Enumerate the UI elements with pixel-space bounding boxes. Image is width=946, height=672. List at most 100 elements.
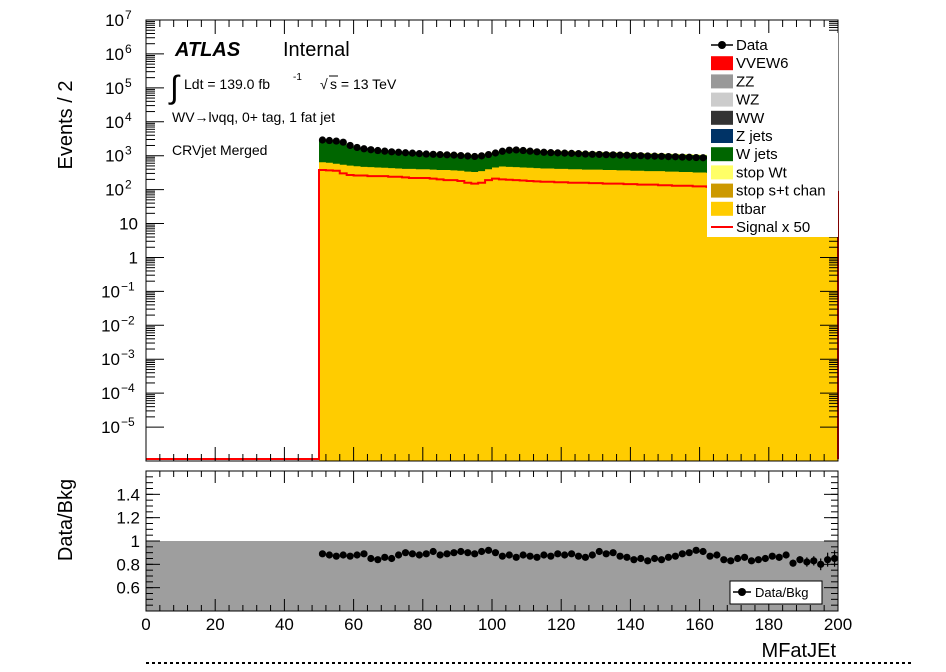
data-point — [325, 136, 333, 145]
x-tick-label: 40 — [275, 615, 294, 634]
ratio-legend-box — [729, 580, 823, 605]
ratio-x-axis: 0 20 40 60 80 100 120 140 160 180 200 — [141, 471, 852, 634]
data-point — [623, 151, 631, 159]
ratio-point — [519, 551, 527, 559]
ratio-point — [817, 560, 825, 568]
y-tick-label: 10 — [101, 316, 120, 335]
ratio-legend: Data/Bkg — [729, 580, 823, 605]
y-tick-exponent: −4 — [121, 381, 135, 395]
y-tick-exponent: −5 — [121, 415, 135, 429]
data-point — [671, 153, 679, 161]
legend-label: stop s+t chan — [736, 183, 826, 200]
ratio-point — [740, 553, 749, 561]
ratio-point — [789, 559, 797, 567]
main-y-axis-label: Events / 2 — [55, 81, 77, 170]
data-point — [581, 150, 590, 158]
data-point — [443, 151, 451, 159]
x-tick-label: 0 — [141, 615, 150, 634]
legend-swatch — [711, 165, 733, 180]
data-point — [519, 146, 527, 155]
legend-label: Z jets — [736, 128, 773, 145]
y-tick-exponent: 4 — [125, 110, 132, 124]
ratio-point — [443, 550, 451, 558]
data-point — [346, 141, 354, 150]
data-point — [415, 150, 423, 158]
legend-label: W jets — [736, 146, 778, 163]
ratio-point — [394, 551, 403, 559]
energy-label: s = 13 TeV — [330, 76, 397, 92]
ratio-point — [574, 552, 583, 560]
internal-label: Internal — [283, 39, 350, 61]
ratio-point — [374, 556, 382, 564]
ratio-point — [457, 547, 465, 556]
data-point — [353, 143, 361, 152]
ratio-y-tick-label: 0.6 — [116, 579, 140, 598]
ratio-point — [747, 557, 756, 565]
data-point — [360, 145, 368, 153]
data-point — [602, 151, 610, 159]
legend-swatch — [711, 201, 733, 216]
data-point — [692, 153, 700, 162]
ratio-point — [706, 552, 714, 560]
data-point — [554, 149, 562, 157]
legend-label: Data — [736, 37, 768, 54]
ratio-point — [782, 551, 790, 559]
ratio-point — [429, 547, 437, 556]
y-tick-exponent: 7 — [125, 8, 132, 22]
y-tick-exponent: 6 — [125, 42, 132, 56]
ratio-points — [318, 546, 839, 571]
data-point — [561, 149, 569, 157]
data-point — [678, 153, 686, 161]
y-tick-exponent: 2 — [125, 178, 132, 192]
ratio-point — [554, 550, 562, 558]
ratio-point — [824, 556, 832, 564]
data-point — [616, 151, 624, 159]
y-tick-exponent: 3 — [125, 144, 132, 158]
ratio-point — [727, 557, 735, 565]
ratio-point — [547, 552, 555, 560]
data-point — [630, 151, 638, 160]
x-tick-label: 80 — [413, 615, 432, 634]
data-point — [381, 147, 389, 155]
data-point — [595, 150, 603, 159]
ratio-point — [713, 551, 721, 559]
y-tick-label: 10 — [119, 215, 138, 234]
legend-label: VVEW6 — [736, 55, 789, 72]
ratio-point — [415, 551, 423, 559]
data-point — [547, 149, 555, 157]
x-tick-label: 100 — [478, 615, 506, 634]
region-label: CRVjet Merged — [172, 142, 267, 158]
data-point — [657, 152, 666, 160]
lumi-exponent: -1 — [293, 72, 302, 83]
legend-data-marker — [718, 41, 726, 49]
y-tick-exponent: 5 — [125, 76, 132, 90]
legend-swatch — [711, 92, 733, 107]
channel-label: WV→lνqq, 0+ tag, 1 fat jet — [172, 109, 335, 125]
legend-label: ZZ — [736, 73, 754, 90]
ratio-point — [803, 558, 811, 566]
data-point — [436, 150, 444, 159]
data-point — [637, 152, 645, 160]
ratio-point — [505, 551, 513, 559]
ratio-point — [408, 550, 417, 558]
data-point — [388, 148, 396, 156]
ratio-point — [664, 553, 673, 561]
ratio-point — [796, 556, 804, 564]
ratio-point — [498, 552, 506, 560]
ratio-point — [657, 556, 666, 564]
ratio-point — [512, 553, 520, 561]
ratio-legend-label: Data/Bkg — [755, 585, 808, 600]
data-point — [685, 153, 693, 161]
ratio-point — [609, 549, 617, 557]
y-tick-label: 10 — [101, 384, 120, 403]
ratio-point — [436, 551, 444, 559]
x-tick-label: 180 — [755, 615, 783, 634]
ratio-point — [353, 551, 361, 559]
data-point — [367, 146, 375, 154]
data-point — [651, 152, 659, 160]
ratio-point — [623, 553, 631, 561]
ratio-point — [526, 552, 534, 560]
ratio-point — [367, 554, 375, 563]
data-point — [533, 148, 541, 156]
